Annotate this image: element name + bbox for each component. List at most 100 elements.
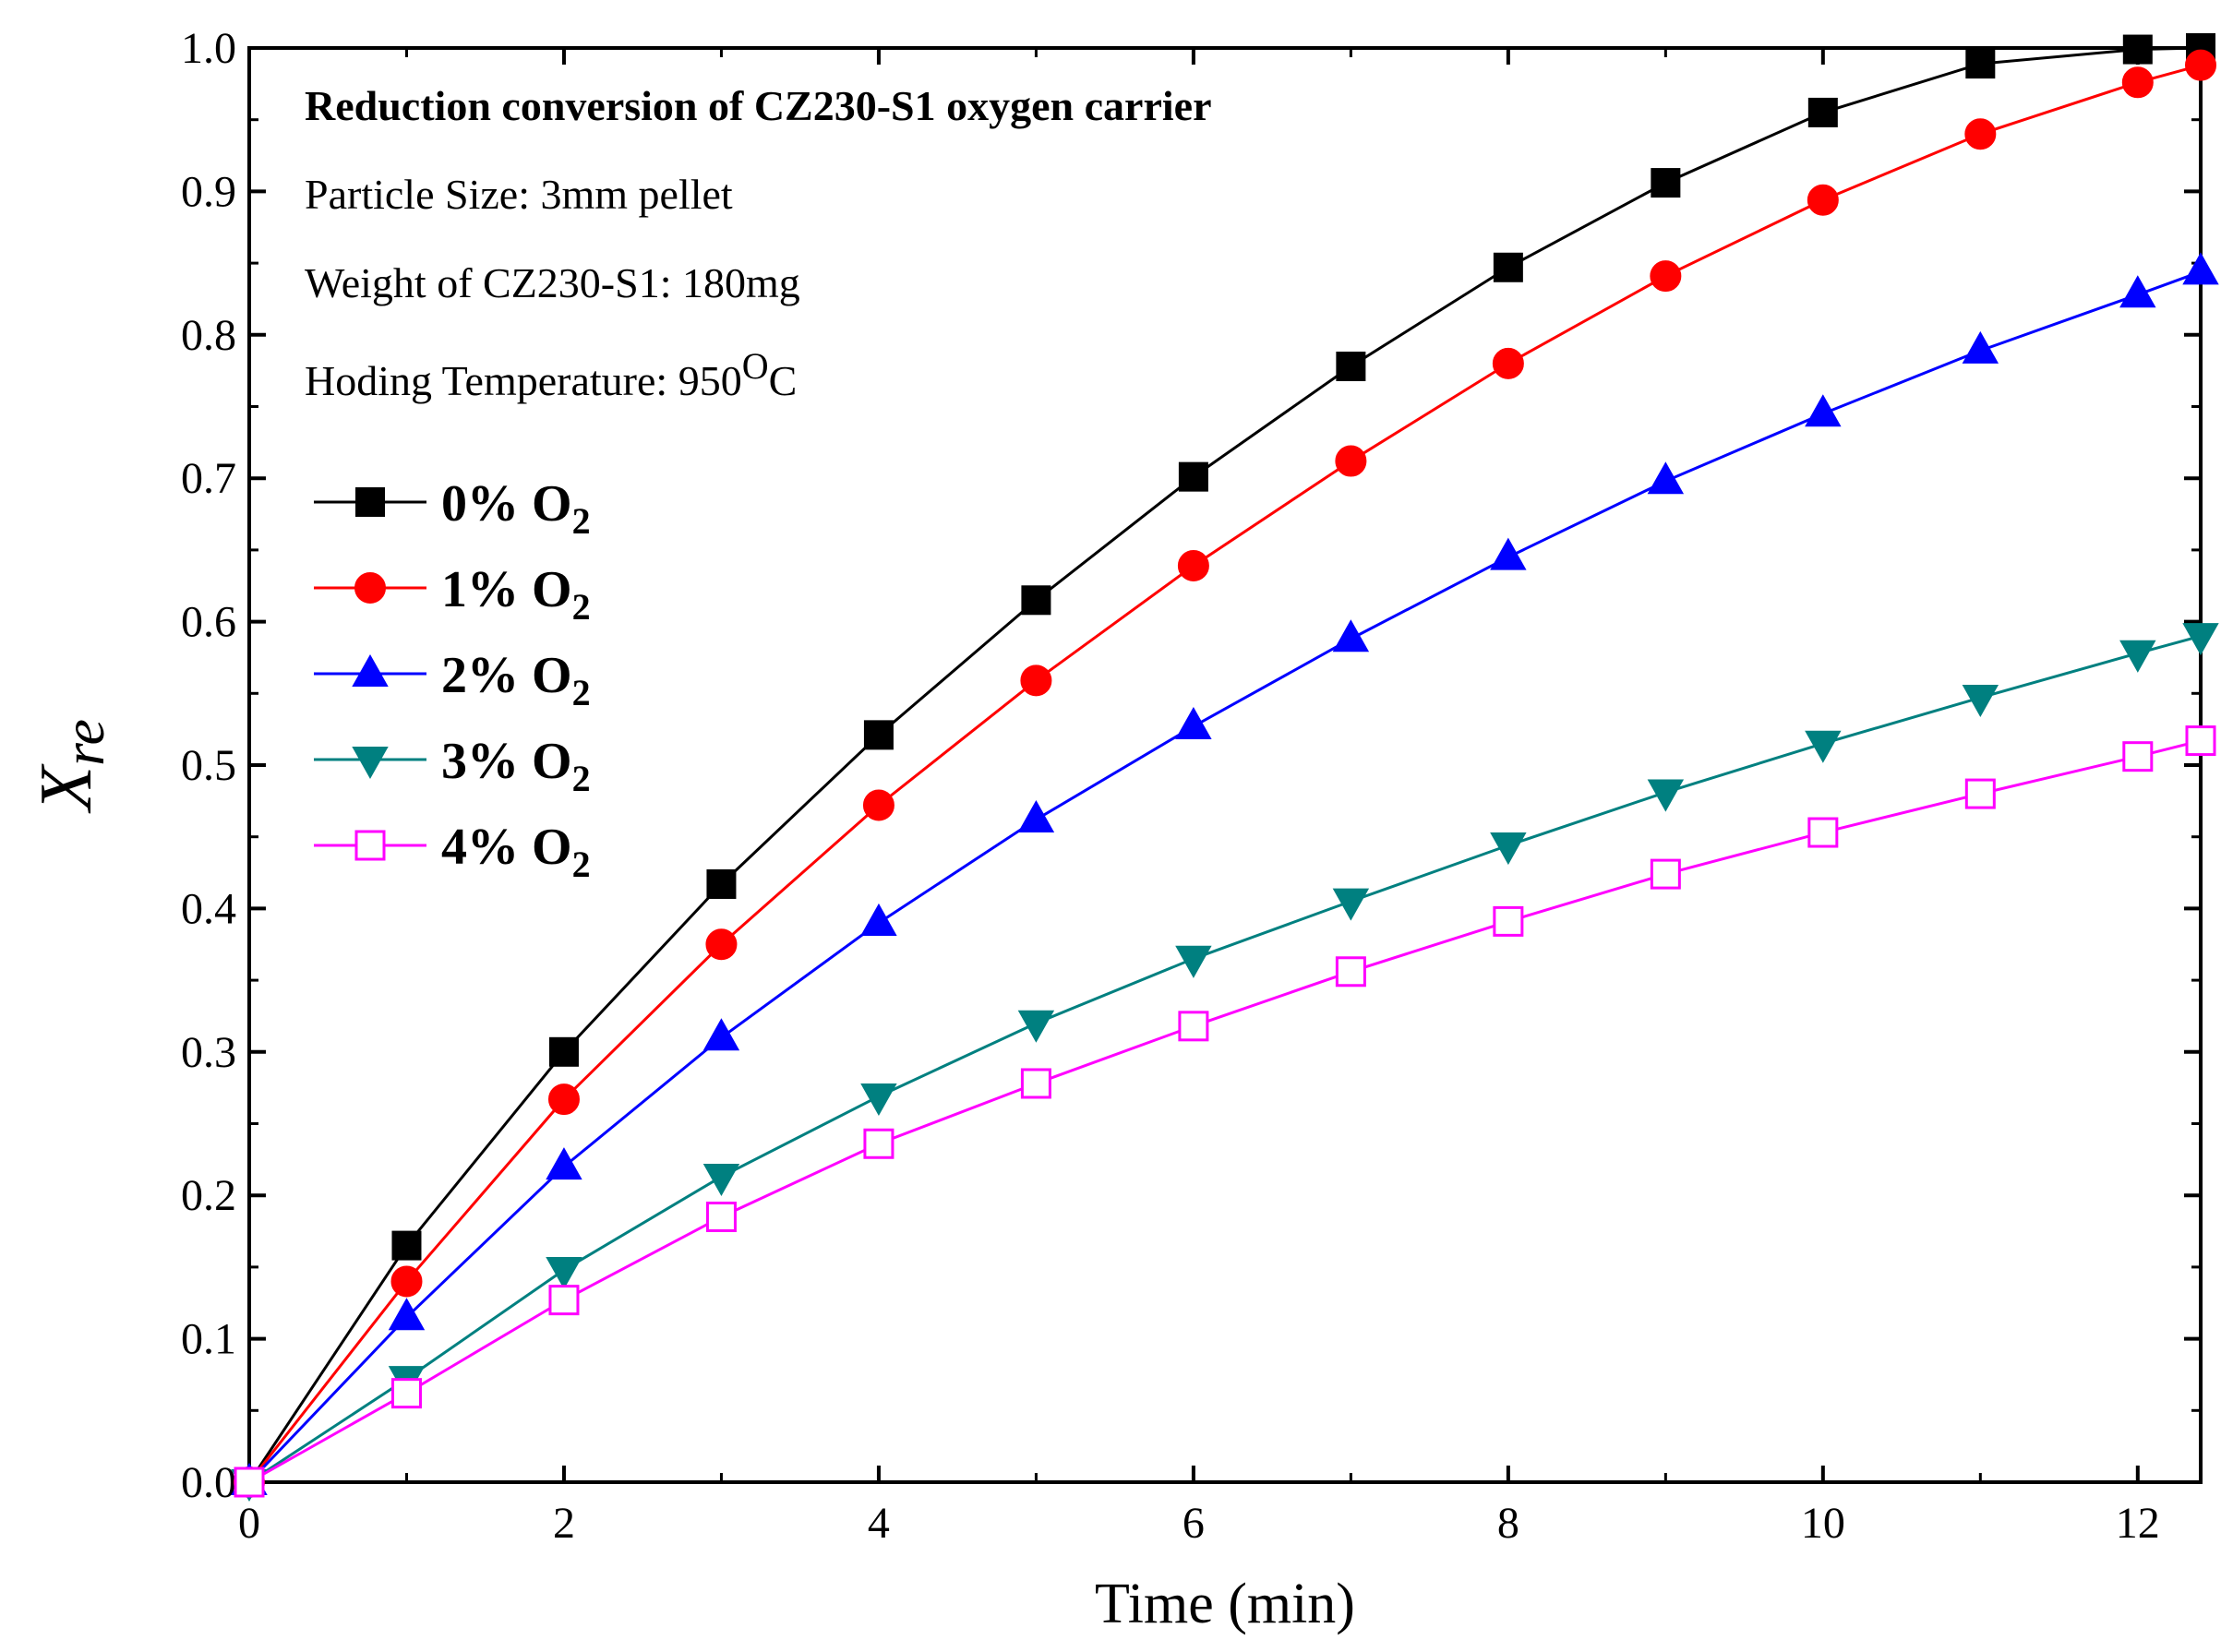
data-point	[1807, 817, 1839, 848]
data-point	[705, 928, 738, 961]
data-point	[1490, 537, 1527, 570]
annotation-temperature-sup: O	[742, 345, 769, 387]
data-point	[1647, 461, 1685, 495]
data-point	[1017, 1010, 1055, 1043]
x-axis-title: Time (min)	[1095, 1573, 1355, 1635]
data-point	[706, 868, 737, 899]
data-point	[1017, 800, 1055, 833]
y-tick-label: 0.0	[181, 1458, 236, 1507]
data-point	[1021, 585, 1051, 616]
annotation-particle-size: Particle Size: 3mm pellet	[305, 171, 733, 218]
data-point	[388, 1298, 426, 1331]
data-point	[547, 1083, 580, 1116]
data-point	[2119, 640, 2156, 673]
legend-label: 0% O2	[441, 475, 591, 542]
data-point	[548, 1285, 580, 1316]
data-point	[1964, 118, 1997, 150]
data-point	[1647, 779, 1685, 812]
data-point	[1020, 1068, 1051, 1099]
data-point	[1807, 184, 1839, 216]
data-point	[862, 789, 894, 821]
data-point	[702, 1018, 740, 1051]
legend-marker	[352, 653, 389, 687]
data-point	[1335, 956, 1366, 988]
y-tick-label: 0.7	[181, 454, 236, 503]
x-tick-label: 12	[2116, 1499, 2160, 1548]
y-tick-label: 0.8	[181, 311, 236, 360]
annotation-title: Reduction conversion of CZ230-S1 oxygen …	[305, 82, 1212, 129]
y-tick-label: 0.4	[181, 884, 236, 933]
y-axis-title-main: X	[26, 763, 107, 814]
series-2	[231, 252, 2219, 1495]
series-4	[234, 725, 2216, 1498]
data-point	[1490, 832, 1527, 866]
data-point	[863, 720, 894, 750]
data-point	[546, 1257, 582, 1290]
y-tick-label: 0.1	[181, 1315, 236, 1364]
legend-entry: 1% O2	[314, 561, 591, 628]
series-line	[248, 634, 2202, 1484]
y-axis-title: Xre	[26, 719, 116, 814]
data-point	[2182, 252, 2219, 285]
x-tick-label: 2	[553, 1499, 575, 1548]
data-point	[2122, 34, 2153, 65]
x-tick-label: 4	[868, 1499, 890, 1548]
y-tick-label: 1.0	[181, 24, 236, 73]
series-line	[247, 270, 2202, 1484]
data-point	[860, 1083, 897, 1117]
data-point	[2121, 66, 2154, 99]
data-point	[1964, 778, 1996, 809]
data-point	[1962, 330, 1999, 364]
data-point	[1175, 707, 1212, 740]
data-point	[2182, 623, 2219, 656]
legend-marker	[355, 487, 385, 517]
data-point	[1493, 252, 1523, 282]
data-point	[1175, 945, 1212, 978]
data-point	[548, 1036, 579, 1067]
data-point	[1020, 664, 1052, 697]
data-point	[2119, 275, 2156, 308]
tick-group: 0.0 0.1 0.2 0.3 0.4 0.5 0.6 0.7 0.8 0.9 1.0 0 2 4 6 8 10…	[181, 24, 2201, 1548]
data-point	[1336, 351, 1366, 381]
data-point	[1651, 168, 1681, 198]
data-point	[860, 903, 897, 936]
x-tick-label: 0	[238, 1499, 260, 1548]
data-point	[705, 1202, 737, 1233]
legend-label: 4% O2	[441, 819, 591, 885]
x-tick-label: 10	[1801, 1499, 1845, 1548]
series-line	[247, 64, 2202, 1483]
y-tick-label: 0.9	[181, 167, 236, 216]
data-point	[1178, 1011, 1209, 1042]
data-point	[702, 1163, 740, 1197]
data-point	[1332, 619, 1370, 652]
series-0	[234, 33, 2215, 1497]
data-point	[1177, 549, 1209, 581]
data-point	[1335, 445, 1367, 477]
annotation-temperature: Hoding Temperature: 950OC	[305, 345, 797, 404]
data-point	[1178, 461, 1208, 492]
legend-marker	[352, 747, 389, 780]
legend-label: 3% O2	[441, 733, 591, 799]
series-3	[231, 623, 2219, 1502]
series-line	[247, 46, 2202, 1483]
legend-entry: 3% O2	[314, 733, 591, 799]
x-tick-label: 6	[1183, 1499, 1205, 1548]
data-point	[1493, 905, 1524, 937]
data-point	[1650, 858, 1681, 890]
legend-marker	[354, 572, 386, 604]
data-point	[1332, 888, 1370, 921]
annotation-temperature-suffix: C	[769, 357, 798, 404]
series-layer	[231, 33, 2219, 1502]
data-point	[2185, 725, 2216, 757]
data-point	[2122, 741, 2154, 772]
y-tick-label: 0.3	[181, 1028, 236, 1077]
legend: 0% O2 1% O2 2% O2 3% O2 4% O2	[314, 475, 591, 885]
x-tick-label: 8	[1497, 1499, 1519, 1548]
data-point	[1492, 347, 1524, 379]
annotation-weight: Weight of CZ230-S1: 180mg	[305, 259, 800, 306]
data-point	[2185, 49, 2216, 81]
y-tick-label: 0.5	[181, 741, 236, 790]
legend-entry: 2% O2	[314, 647, 591, 713]
data-point	[390, 1378, 422, 1409]
